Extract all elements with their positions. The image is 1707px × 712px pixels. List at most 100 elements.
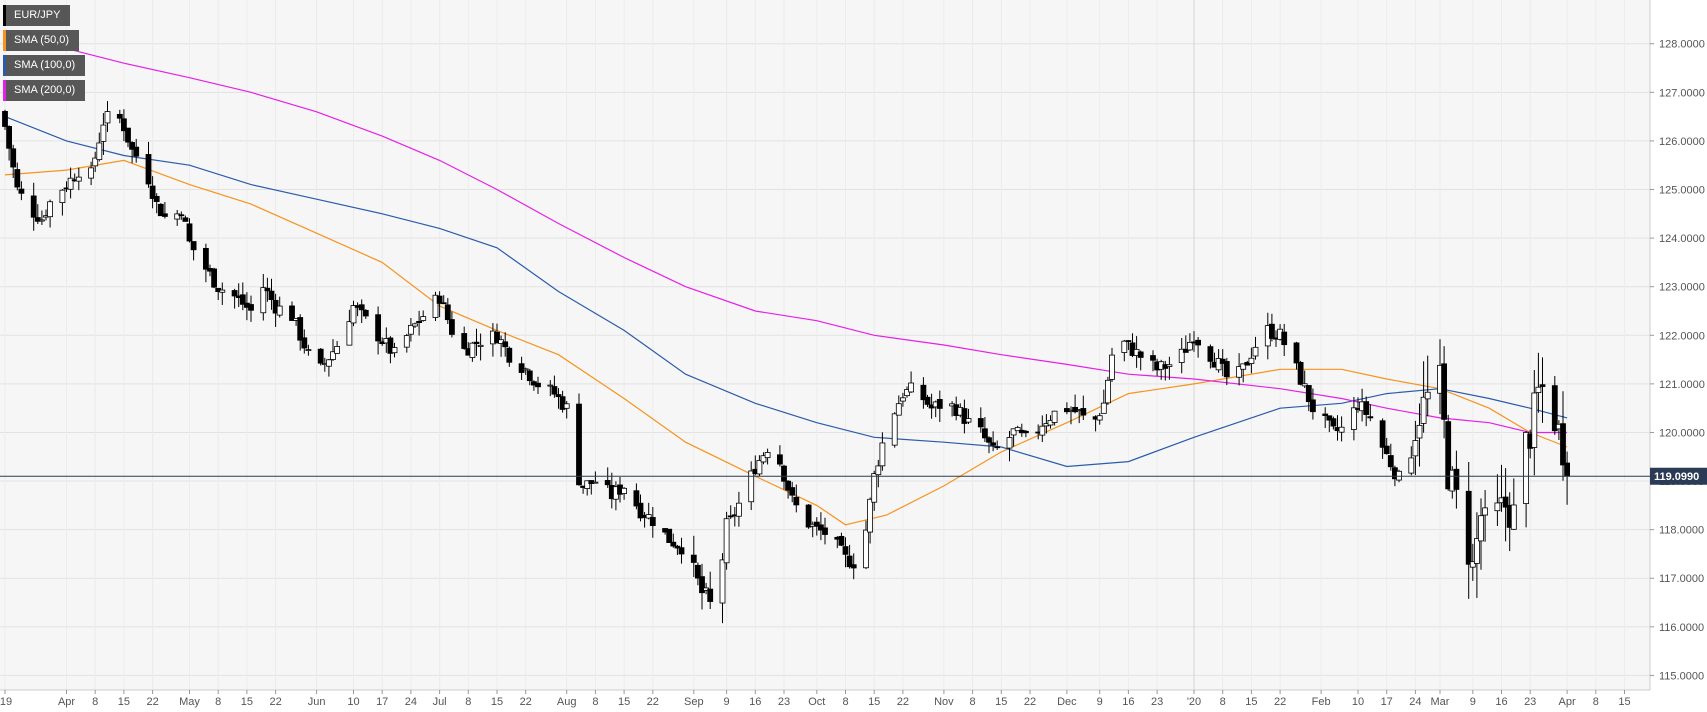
candle-down [231,290,238,297]
candle-up [1469,561,1476,568]
candle-up [1121,340,1128,353]
x-tick-label: 15 [118,696,130,708]
moving-averages [4,43,1568,526]
last-price-box [1650,467,1707,485]
candle-down [448,319,455,335]
y-axis-ticks: 128.0000 127.0000 126.0000 125.0000 124.0000… [1650,39,1705,682]
candle-down [1363,401,1370,415]
candle-down [375,314,382,342]
x-tick-label: Dec [1057,696,1077,708]
legend-swatch-sma50 [3,30,6,51]
x-tick-label: Sep [684,696,704,708]
candle-down [1367,416,1374,419]
candle-down [822,527,828,535]
candle-down [444,304,451,321]
candle-up [592,481,599,484]
candle-up [1478,515,1484,542]
x-tick-label: Oct [808,696,825,708]
x-tick-label: 22 [520,696,532,708]
candle-up [723,518,730,564]
candle-down [239,294,246,305]
candle-down [1195,339,1201,346]
gridlines [0,0,1650,690]
candle-down [6,126,12,149]
candle-up [895,403,902,416]
candle-down [986,437,992,443]
candle-up [908,382,914,393]
candle-down [1326,415,1333,421]
candle-up [1006,437,1013,449]
y-tick-label: 118.0000 [1659,525,1704,537]
candle-down [145,154,152,185]
legend-item-sma50[interactable]: SMA (50,0) [3,30,80,51]
candle-down [633,490,640,507]
candle-down [850,564,857,569]
candle-down [30,195,37,218]
candle-up [1105,379,1111,404]
candle-up [47,201,53,218]
candle-down [695,564,701,579]
x-tick-label: 16 [1122,696,1134,708]
x-tick-label: Jun [308,696,326,708]
legend-item-sma200[interactable]: SMA (200,0) [3,80,86,101]
candle-up [736,502,742,517]
candle-down [555,394,562,398]
candle-down [1281,331,1288,346]
candle-up [67,177,74,190]
candle-up [1051,410,1058,423]
candle-up [92,157,99,167]
x-tick-label: 8 [465,696,471,708]
candle-up [1416,424,1423,439]
candle-up [407,324,414,335]
candle-up [1301,383,1308,387]
candle-down [518,363,525,373]
candle-down [1310,399,1316,413]
candle-up [563,403,570,409]
candle-down [604,480,611,486]
candle-up [1412,440,1419,457]
candle-up [174,213,181,220]
candle-up [891,413,898,446]
y-tick-label: 123.0000 [1659,282,1705,294]
y-tick-label: 126.0000 [1659,136,1705,148]
candle-down [1387,455,1394,468]
x-tick-label: 8 [1593,696,1599,708]
legend-item-eurjpy[interactable]: EUR/JPY [3,5,71,26]
candle-down [842,546,849,555]
x-tick-label: 15 [1618,696,1630,708]
x-tick-label: '20 [1187,696,1201,708]
candle-down [506,347,513,363]
candle-down [121,118,127,132]
candle-down [157,203,164,217]
candle-down [1560,423,1566,466]
candle-up [764,452,771,459]
sma-100-line [4,116,1568,468]
y-tick-label: 121.0000 [1659,379,1705,391]
y-tick-label: 127.0000 [1659,87,1705,99]
candle-up [1338,426,1345,433]
candle-down [161,213,168,217]
candle-down [116,113,123,119]
y-tick-label: 128.0000 [1659,39,1705,51]
candle-down [1269,323,1275,339]
candle-down [1539,384,1546,387]
x-tick-label: 8 [92,696,98,708]
candle-up [346,321,353,346]
x-tick-label: 15 [241,696,253,708]
x-tick-label: 23 [1524,696,1536,708]
candle-up [584,480,591,489]
legend-item-sma100[interactable]: SMA (100,0) [3,55,86,76]
candle-down [289,305,295,321]
candle-down [789,487,796,496]
candle-down [678,547,685,555]
candle-down [461,333,468,349]
x-tick-label: 8 [1220,696,1226,708]
x-tick-label: 9 [1470,696,1476,708]
candle-up [756,460,763,475]
candle-down [34,217,41,222]
candle-down [982,428,988,439]
candle-up [104,111,111,124]
x-tick-label: Nov [934,696,954,708]
candle-up [522,368,529,371]
